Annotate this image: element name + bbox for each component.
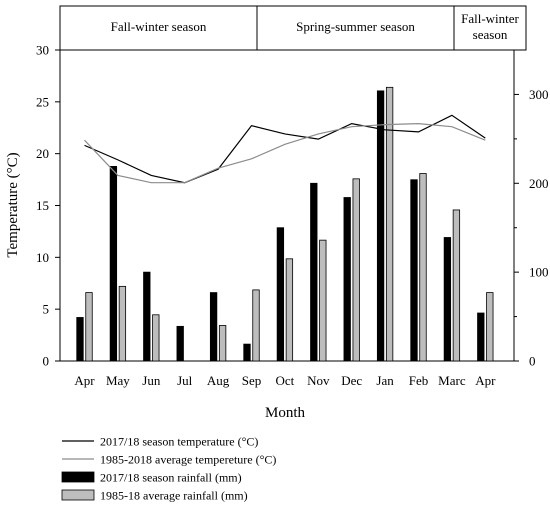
- temperature-line: [84, 114, 486, 184]
- rainfall-bar: [243, 343, 251, 362]
- rainfall-bar: [443, 237, 452, 362]
- rainfall-bars: [76, 86, 494, 362]
- season-label: Fall-winter: [461, 11, 519, 26]
- x-tick-label: Marc: [438, 373, 466, 388]
- season-label: Fall-winter season: [111, 19, 207, 34]
- y-tick-label: 20: [36, 146, 49, 161]
- x-tick-label: Apr: [74, 373, 95, 388]
- legend-bar-swatch: [61, 471, 95, 483]
- y-axis-title: Temperature (°C): [5, 152, 21, 257]
- x-tick-label: Jun: [142, 373, 161, 388]
- rainfall-bar: [209, 292, 218, 362]
- rainfall-bar: [218, 325, 227, 362]
- x-tick-label: Nov: [307, 373, 330, 388]
- rainfall-bar: [352, 178, 360, 362]
- x-tick-label: May: [106, 373, 130, 388]
- season-headers: Fall-winter season Spring-summer season Fa…: [111, 6, 520, 50]
- legend-label: 2017/18 season rainfall (mm): [100, 471, 242, 485]
- rainfall-bar: [410, 179, 418, 362]
- rainfall-bar: [310, 182, 318, 362]
- legend-label: 1985-2018 average tempereture (°C): [100, 453, 276, 467]
- rainfall-bar: [152, 314, 160, 362]
- season-header-frame: [59, 5, 527, 51]
- y-tick-label: 30: [36, 43, 49, 58]
- y2-tick-label: 0: [529, 354, 536, 369]
- rainfall-bar: [252, 289, 260, 362]
- x-tick-label: Apr: [475, 373, 496, 388]
- rainfall-bar: [376, 90, 385, 362]
- temperature-lines: [84, 114, 486, 184]
- x-tick-label: Jan: [376, 373, 394, 388]
- legend: 2017/18 season temperature (°C) 1985-2018…: [61, 435, 276, 503]
- x-tick-label: Oct: [276, 373, 295, 388]
- y-tick-label: 5: [43, 302, 50, 317]
- rainfall-bar: [85, 292, 93, 362]
- rainfall-bar: [477, 312, 485, 362]
- rainfall-bar: [343, 197, 351, 362]
- x-tick-label: Aug: [207, 373, 230, 388]
- y2-tick-label: 200: [529, 176, 549, 191]
- rainfall-bar: [76, 317, 84, 362]
- y-tick-label: 10: [36, 250, 49, 265]
- x-tick-label: Jul: [177, 373, 193, 388]
- y-tick-label: 15: [36, 198, 49, 213]
- legend-bar-swatch: [61, 489, 95, 501]
- x-tick-label: Feb: [409, 373, 429, 388]
- x-tick-label: Dec: [341, 373, 362, 388]
- y-tick-label: 0: [43, 354, 50, 369]
- season-label: Spring-summer season: [296, 19, 415, 34]
- rainfall-bar: [109, 166, 118, 362]
- x-axis-title: Month: [265, 405, 306, 421]
- rainfall-bar: [176, 325, 184, 362]
- rainfall-bar: [285, 258, 294, 362]
- legend-label: 2017/18 season temperature (°C): [100, 435, 258, 449]
- right-axis: 0 100 200 300: [514, 87, 549, 369]
- y2-tick-label: 100: [529, 265, 549, 280]
- rainfall-bar: [319, 239, 327, 362]
- rainfall-bar: [419, 173, 427, 362]
- rainfall-bar: [118, 285, 127, 362]
- rainfall-bar: [385, 86, 394, 362]
- x-axis: Apr May Jun Jul Aug Sep Oct Nov Dec Jan Feb Marc Apr: [74, 373, 496, 388]
- temperature-line: [84, 123, 486, 184]
- rainfall-bar: [486, 292, 494, 362]
- x-tick-label: Sep: [242, 373, 262, 388]
- rainfall-bar: [143, 271, 151, 362]
- season-label: season: [473, 27, 508, 42]
- y2-tick-label: 300: [529, 87, 549, 102]
- y-tick-label: 25: [36, 94, 49, 109]
- rainfall-bar: [276, 227, 285, 362]
- legend-label: 1985-18 average rainfall (mm): [100, 489, 248, 503]
- rainfall-bar: [452, 209, 461, 362]
- left-axis: 0 5 10 15 20 25 30: [36, 43, 60, 369]
